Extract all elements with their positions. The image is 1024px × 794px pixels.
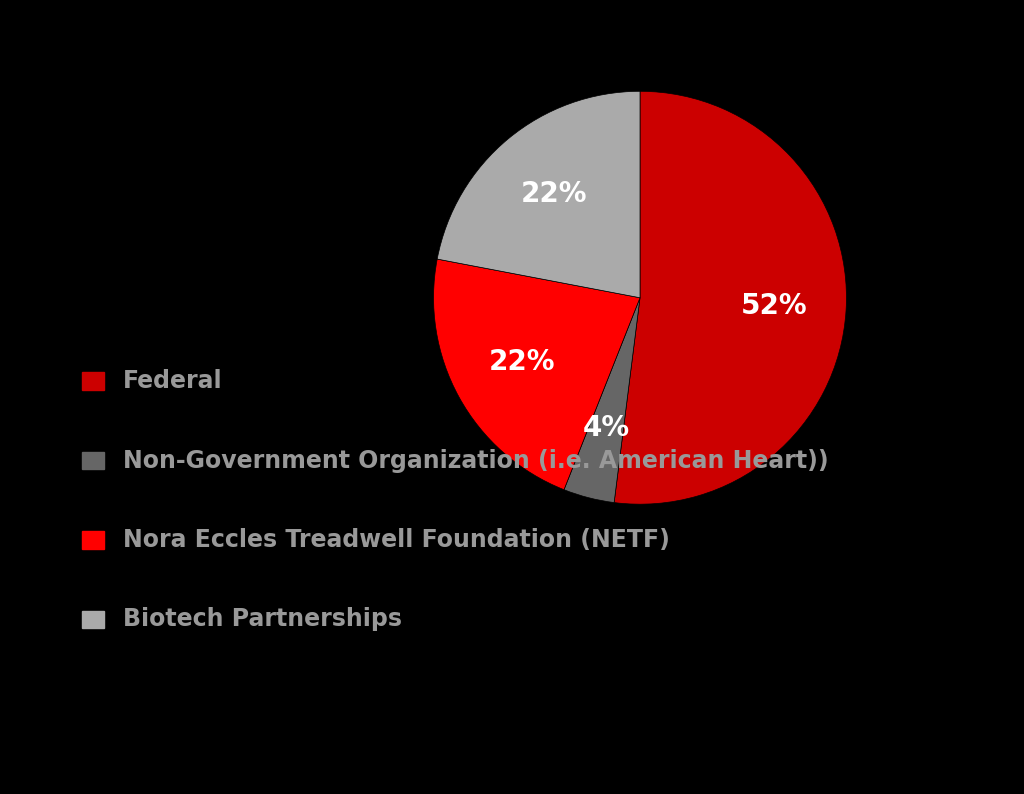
Text: Nora Eccles Treadwell Foundation (NETF): Nora Eccles Treadwell Foundation (NETF): [123, 528, 670, 552]
Wedge shape: [433, 259, 640, 490]
Text: Biotech Partnerships: Biotech Partnerships: [123, 607, 401, 631]
Text: 4%: 4%: [583, 414, 630, 441]
Wedge shape: [437, 91, 640, 298]
Text: 22%: 22%: [521, 180, 588, 208]
Text: Non-Government Organization (i.e. American Heart)): Non-Government Organization (i.e. Americ…: [123, 449, 828, 472]
Text: Federal: Federal: [123, 369, 222, 393]
Wedge shape: [564, 298, 640, 503]
Wedge shape: [614, 91, 847, 504]
Text: 52%: 52%: [740, 292, 807, 320]
Text: 22%: 22%: [489, 349, 556, 376]
